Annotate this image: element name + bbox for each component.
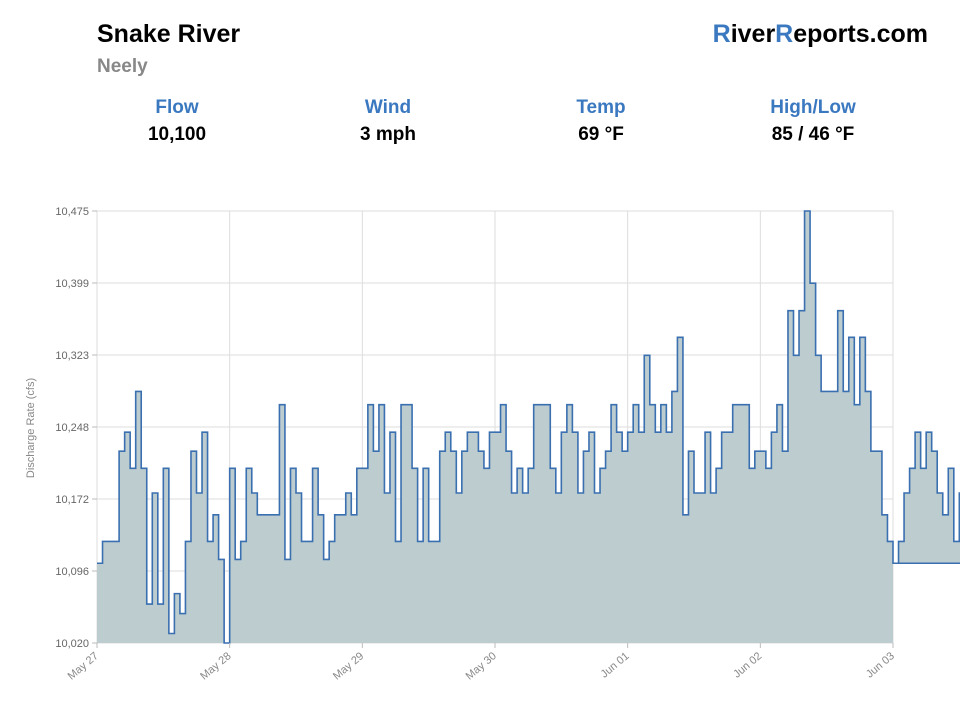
brand-part-river: iver xyxy=(730,20,776,48)
stat-flow-value: 10,100 xyxy=(147,124,207,145)
river-name: Snake River xyxy=(97,20,241,48)
chart-series xyxy=(97,210,960,644)
stat-flow: Flow 10,100 xyxy=(97,96,257,150)
x-tick-label: Jun 01 xyxy=(599,650,632,680)
stat-temp-label: Temp xyxy=(576,97,626,118)
x-tick-label: Jun 02 xyxy=(731,650,764,680)
y-tick-label: 10,020 xyxy=(55,638,89,650)
x-tick-label: May 29 xyxy=(331,650,366,682)
y-tick-label: 10,323 xyxy=(55,350,89,362)
brand-letter-r1: R xyxy=(712,20,731,48)
brand-logo[interactable]: RiverReports.com xyxy=(713,20,928,49)
x-tick-label: Jun 03 xyxy=(864,650,897,680)
stat-wind: Wind 3 mph xyxy=(308,96,468,150)
discharge-line xyxy=(97,210,960,644)
y-tick-label: 10,096 xyxy=(55,566,89,578)
gauge-location: Neely xyxy=(97,56,148,77)
stat-temp-value: 69 °F xyxy=(578,124,624,145)
x-tick-label: May 27 xyxy=(66,650,101,682)
stat-temp: Temp 69 °F xyxy=(521,96,681,150)
x-tick-label: May 30 xyxy=(464,650,499,682)
x-tick-label: May 28 xyxy=(198,650,233,682)
stat-flow-label: Flow xyxy=(155,97,199,118)
y-tick-label: 10,172 xyxy=(55,494,89,506)
stat-high-low-value: 85 / 46 °F xyxy=(771,124,855,145)
y-tick-label: 10,248 xyxy=(55,422,89,434)
stat-wind-label: Wind xyxy=(364,97,412,118)
y-tick-label: 10,475 xyxy=(55,206,89,218)
stat-high-low-label: High/Low xyxy=(770,97,856,118)
stat-wind-value: 3 mph xyxy=(360,124,416,145)
stat-high-low: High/Low 85 / 46 °F xyxy=(733,96,893,150)
y-axis-title: Discharge Rate (cfs) xyxy=(25,378,37,478)
brand-part-reports: eports.com xyxy=(793,20,928,48)
y-tick-label: 10,399 xyxy=(55,278,89,290)
brand-letter-r2: R xyxy=(775,20,794,48)
